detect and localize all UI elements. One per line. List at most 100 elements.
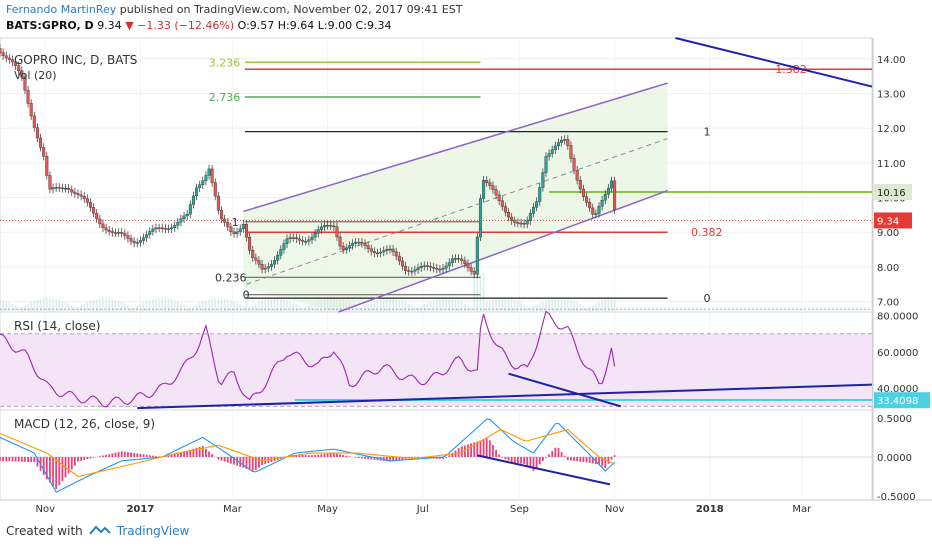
- volume-bar: [573, 301, 575, 312]
- volume-bar: [142, 302, 145, 312]
- candle-body: [569, 145, 573, 159]
- candle-body: [279, 249, 283, 256]
- volume-bar: [523, 304, 525, 312]
- macd-axis-label: 0.5000: [877, 414, 912, 425]
- price-axis-label: 13.00: [877, 89, 906, 100]
- macd-histogram-bar: [485, 438, 488, 457]
- candle-body: [351, 243, 355, 246]
- volume-bar: [601, 300, 603, 312]
- candle-body: [422, 265, 426, 267]
- volume-bar: [476, 275, 479, 312]
- macd-histogram-bar: [133, 452, 136, 457]
- candle-body: [117, 232, 121, 234]
- candle-body: [407, 270, 411, 272]
- time-axis-label: Nov: [35, 504, 55, 515]
- volume-bar: [579, 304, 582, 312]
- volume-bar: [423, 303, 426, 312]
- candle-body: [101, 223, 105, 228]
- price-axis-label: 9.00: [877, 228, 899, 239]
- volume-bar: [8, 302, 11, 312]
- candle-body: [485, 179, 489, 183]
- candle-body: [220, 210, 224, 220]
- volume-bar: [64, 302, 67, 312]
- volume-bar: [570, 300, 572, 312]
- candle-body: [522, 223, 526, 225]
- price-change: −1.33 (−12.46%): [137, 19, 235, 32]
- volume-bar: [386, 298, 388, 312]
- volume-bar: [276, 298, 279, 312]
- volume-bar: [198, 302, 201, 312]
- macd-histogram-bar: [223, 456, 226, 462]
- macd-histogram-bar: [535, 456, 538, 468]
- created-with-text: Created with: [6, 524, 83, 538]
- macd-histogram-bar: [563, 456, 566, 457]
- volume-bar: [226, 299, 229, 312]
- macd-histogram-bar: [2, 456, 5, 461]
- volume-bar: [308, 305, 310, 312]
- author-link[interactable]: Fernando MartinRey: [6, 3, 117, 16]
- volume-bar: [180, 303, 182, 312]
- macd-histogram-bar: [538, 456, 541, 465]
- volume-bar: [326, 298, 329, 312]
- volume-bar: [223, 298, 226, 312]
- left-fib-label: 0: [243, 289, 250, 302]
- macd-histogram-bar: [495, 449, 497, 457]
- candle-body: [126, 235, 130, 239]
- macd-histogram-bar: [414, 456, 416, 458]
- volume-bar: [485, 301, 488, 312]
- volume-bar: [42, 298, 45, 312]
- volume-bar: [429, 301, 432, 312]
- volume-bar: [460, 301, 463, 312]
- candle-body: [397, 255, 401, 262]
- volume-bar: [364, 305, 366, 312]
- macd-histogram-bar: [208, 451, 210, 457]
- volume-bar: [329, 298, 332, 312]
- volume-bar: [567, 299, 569, 312]
- candle-body: [257, 260, 261, 265]
- symbol-header: BATS:GPRO, D 9.34 ▼ −1.33 (−12.46%) O:9.…: [6, 19, 391, 32]
- macd-histogram-bar: [451, 452, 454, 457]
- candle-body: [416, 267, 420, 270]
- candle-body: [42, 147, 46, 157]
- macd-histogram-bar: [373, 456, 376, 460]
- candle-body: [429, 266, 433, 268]
- volume-bar: [298, 305, 301, 312]
- volume-bar: [24, 305, 26, 312]
- volume-bar: [607, 298, 610, 312]
- macd-histogram-bar: [576, 456, 579, 462]
- macd-histogram-bar: [326, 453, 329, 457]
- candle-body: [560, 140, 564, 143]
- macd-histogram-bar: [588, 456, 591, 463]
- volume-bar: [211, 298, 213, 312]
- tradingview-brand[interactable]: TradingView: [116, 524, 190, 538]
- candle-body: [35, 127, 39, 139]
- volume-bar: [61, 300, 64, 312]
- candle-body: [54, 187, 58, 189]
- candle-body: [79, 194, 83, 197]
- macd-histogram-bar: [395, 456, 398, 461]
- volume-bar: [217, 298, 220, 312]
- volume-bar: [333, 298, 335, 312]
- volume-bar: [86, 302, 89, 312]
- volume-bar: [336, 298, 338, 312]
- macd-histogram-bar: [120, 451, 123, 457]
- ohlc-values: O:9.57 H:9.64 L:9.00 C:9.34: [237, 19, 392, 32]
- candle-body: [154, 227, 158, 230]
- macd-histogram-bar: [510, 456, 513, 463]
- volume-bar: [454, 299, 457, 312]
- candle-body: [326, 224, 330, 227]
- volume-bar: [177, 301, 179, 312]
- macd-histogram-bar: [98, 456, 101, 457]
- volume-bar: [195, 304, 198, 312]
- volume-bar: [292, 302, 295, 312]
- volume-bar: [261, 300, 263, 312]
- volume-bar: [367, 303, 369, 312]
- macd-histogram-bar: [151, 455, 154, 457]
- macd-histogram-bar: [105, 454, 107, 457]
- macd-histogram-bar: [180, 452, 182, 457]
- time-axis-label: May: [317, 504, 338, 515]
- macd-histogram-bar: [145, 454, 148, 457]
- candle-body: [107, 229, 111, 232]
- macd-histogram-bar: [476, 441, 479, 457]
